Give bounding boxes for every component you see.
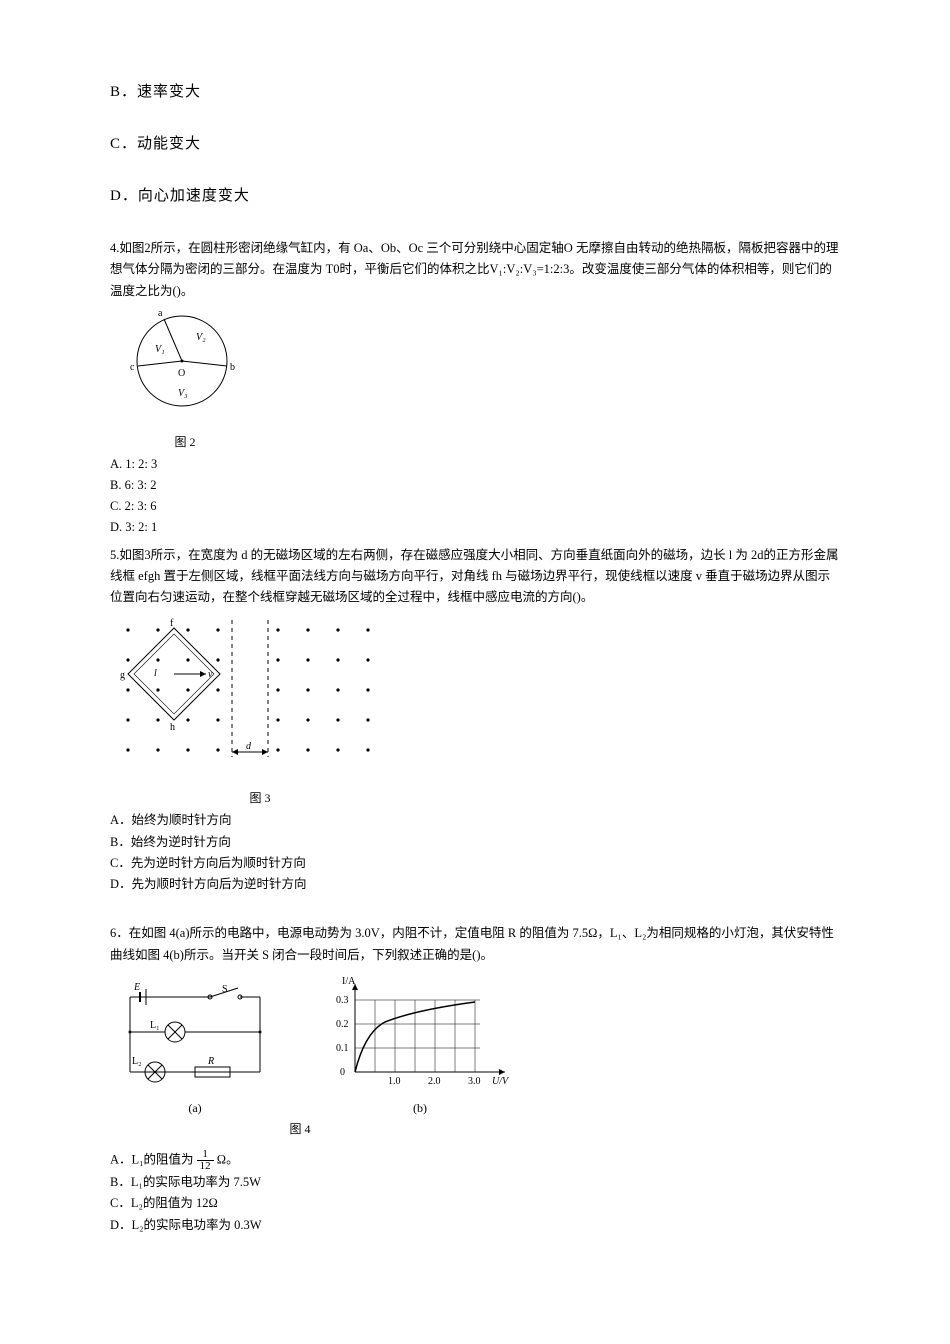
option-c: C．动能变大 [110, 132, 840, 156]
svg-text:c: c [130, 362, 135, 373]
question-5: 5.如图3所示，在宽度为 d 的无磁场区域的左右两侧，存在磁感应强度大小相同、方… [110, 545, 840, 896]
q5-options: A．始终为顺时针方向 B．始终为逆时针方向 C．先为逆时针方向后为顺时针方向 D… [110, 810, 840, 895]
figure-4-caption: 图 4 [110, 1120, 490, 1139]
figure-4b-caption: (b) [320, 1099, 520, 1118]
svg-text:d: d [246, 741, 252, 752]
svg-text:U/V: U/V [492, 1076, 510, 1087]
q5-opt-b: B．始终为逆时针方向 [110, 832, 840, 853]
svg-text:3.0: 3.0 [468, 1076, 481, 1087]
svg-text:V₂: V₂ [196, 332, 206, 343]
figure-3: f g h l v d 图 3 [110, 612, 840, 808]
svg-text:E: E [133, 982, 140, 993]
q4-opt-c: C. 2: 3: 6 [110, 496, 840, 517]
svg-text:V₁: V₁ [155, 344, 165, 355]
figure-4a-caption: (a) [110, 1099, 280, 1118]
svg-text:S: S [222, 984, 228, 995]
q6-opt-a-pre: A．L₁的阻值为 [110, 1153, 194, 1167]
figure-3-caption: 图 3 [110, 789, 410, 808]
svg-text:I/A: I/A [342, 976, 356, 987]
q5-opt-d: D．先为顺时针方向后为逆时针方向 [110, 874, 840, 895]
svg-text:g: g [120, 670, 125, 681]
fraction-den: 12 [197, 1161, 214, 1172]
figure-4b-svg: 0 0.1 0.2 0.3 I/A 1.0 2.0 3.0 U/V [320, 972, 520, 1092]
figure-3-svg: f g h l v d [110, 612, 410, 782]
figure-2-caption: 图 2 [110, 433, 260, 452]
q6-text: 6．在如图 4(a)所示的电路中，电源电动势为 3.0V，内阻不计，定值电阻 R… [110, 923, 840, 966]
svg-text:0.2: 0.2 [336, 1019, 349, 1030]
svg-text:V₃: V₃ [178, 388, 188, 399]
svg-text:1.0: 1.0 [388, 1076, 401, 1087]
option-d: D．向心加速度变大 [110, 184, 840, 208]
svg-text:f: f [170, 618, 174, 629]
option-b: B．速率变大 [110, 80, 840, 104]
svg-text:0.3: 0.3 [336, 995, 349, 1006]
q4-opt-a: A. 1: 2: 3 [110, 454, 840, 475]
svg-text:O: O [178, 368, 185, 379]
q6-options: A．L₁的阻值为 1 12 Ω。 B．L₁的实际电功率为 7.5W C．L₂的阻… [110, 1149, 840, 1236]
svg-text:0.1: 0.1 [336, 1043, 349, 1054]
svg-text:a: a [158, 308, 163, 319]
figure-4: E S L₁ [110, 972, 840, 1118]
svg-text:L₁: L₁ [150, 1020, 160, 1031]
q6-opt-a-post: Ω。 [217, 1153, 239, 1167]
question-4: 4.如图2所示，在圆柱形密闭绝缘气缸内，有 Oa、Ob、Oc 三个可分别绕中心固… [110, 238, 840, 539]
svg-text:h: h [170, 722, 175, 733]
q6-opt-a: A．L₁的阻值为 1 12 Ω。 [110, 1149, 840, 1172]
q6-opt-b: B．L₁的实际电功率为 7.5W [110, 1172, 840, 1193]
q4-text: 4.如图2所示，在圆柱形密闭绝缘气缸内，有 Oa、Ob、Oc 三个可分别绕中心固… [110, 238, 840, 302]
svg-text:v: v [208, 669, 213, 680]
question-6: 6．在如图 4(a)所示的电路中，电源电动势为 3.0V，内阻不计，定值电阻 R… [110, 923, 840, 1235]
figure-2-svg: a b c O V₁ V₂ V₃ [110, 306, 260, 426]
q4-opt-d: D. 3: 2: 1 [110, 517, 840, 538]
q5-opt-a: A．始终为顺时针方向 [110, 810, 840, 831]
svg-text:l: l [154, 668, 157, 679]
q4-options: A. 1: 2: 3 B. 6: 3: 2 C. 2: 3: 6 D. 3: 2… [110, 454, 840, 539]
svg-text:0: 0 [340, 1067, 345, 1078]
q4-opt-b: B. 6: 3: 2 [110, 475, 840, 496]
q6-opt-c: C．L₂的阻值为 12Ω [110, 1193, 840, 1214]
svg-text:b: b [230, 362, 235, 373]
q5-text: 5.如图3所示，在宽度为 d 的无磁场区域的左右两侧，存在磁感应强度大小相同、方… [110, 545, 840, 609]
fraction: 1 12 [197, 1149, 214, 1172]
figure-4b: 0 0.1 0.2 0.3 I/A 1.0 2.0 3.0 U/V (b) [320, 972, 520, 1118]
figure-2: a b c O V₁ V₂ V₃ 图 2 [110, 306, 840, 452]
svg-text:L₂: L₂ [132, 1056, 142, 1067]
svg-text:R: R [207, 1056, 214, 1067]
svg-text:2.0: 2.0 [428, 1076, 441, 1087]
q5-opt-c: C．先为逆时针方向后为顺时针方向 [110, 853, 840, 874]
figure-4a-svg: E S L₁ [110, 982, 280, 1092]
q6-opt-d: D．L₂的实际电功率为 0.3W [110, 1215, 840, 1236]
figure-4a: E S L₁ [110, 982, 280, 1118]
